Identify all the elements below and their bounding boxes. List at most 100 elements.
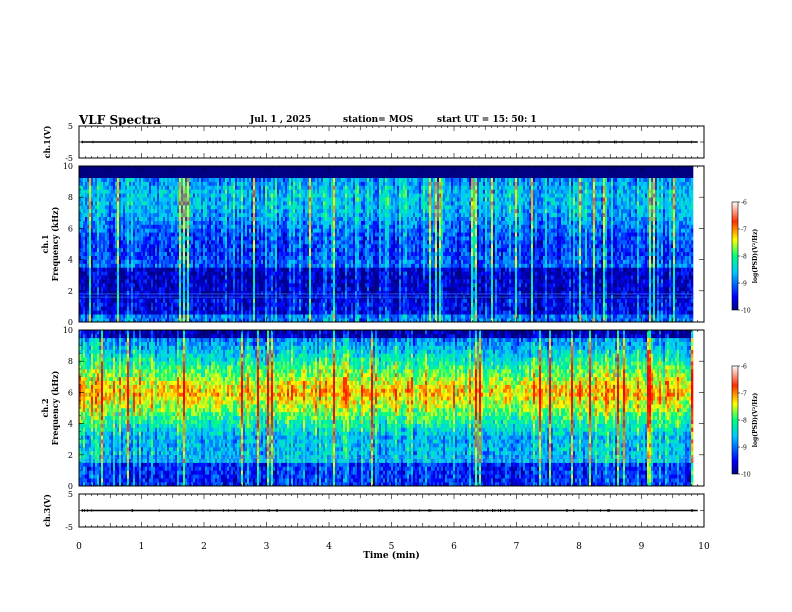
spectrogram-cell — [183, 318, 186, 323]
spectrogram-cell — [215, 177, 218, 182]
spectrogram-cell — [119, 166, 122, 171]
spectrogram-cell — [193, 251, 196, 256]
spectrogram-cell — [153, 263, 156, 268]
spectrogram-cell — [199, 236, 202, 241]
spectrogram-cell — [93, 310, 96, 315]
spectrogram-cell — [243, 185, 246, 190]
spectrogram-cell — [81, 247, 84, 253]
spectrogram-cell — [105, 290, 108, 295]
spectrogram-cell — [283, 236, 286, 241]
spectrogram-cell — [237, 279, 240, 284]
spectrogram-cell — [245, 271, 248, 276]
spectrogram-cell — [283, 220, 286, 225]
spectrogram-cell — [113, 236, 116, 241]
spectrogram-cell — [213, 302, 216, 307]
spectrogram-cell — [211, 197, 214, 202]
spectrogram-cell — [209, 220, 212, 225]
spectrogram-cell — [103, 286, 106, 292]
spectrogram-cell — [181, 232, 184, 237]
spectrogram-cell — [161, 173, 164, 178]
spectrogram-cell — [273, 283, 276, 288]
spectrogram-cell — [249, 240, 252, 245]
spectrogram-cell — [117, 263, 120, 268]
spectrogram-cell — [179, 279, 182, 284]
spectrogram-cell — [105, 224, 108, 229]
spectrogram-cell — [177, 177, 180, 182]
spectrogram-cell — [159, 259, 162, 264]
spectrogram-cell — [283, 290, 286, 295]
spectrogram-cell — [191, 271, 194, 276]
spectrogram-cell — [221, 244, 224, 249]
spectrogram-cell — [185, 205, 188, 210]
spectrogram-cell — [99, 244, 102, 249]
spectrogram-cell — [93, 275, 96, 280]
spectrogram-cell — [297, 177, 300, 182]
spectrogram-cell — [135, 263, 138, 268]
spectrogram-cell — [253, 177, 256, 182]
spectrogram-cell — [113, 244, 116, 249]
spectrogram-cell — [173, 240, 176, 245]
spectrogram-cell — [103, 244, 106, 249]
spectrogram-cell — [265, 216, 268, 221]
spectrogram-cell — [227, 169, 230, 175]
spectrogram-cell — [153, 302, 156, 307]
spectrogram-cell — [169, 189, 172, 194]
spectrogram-cell — [173, 166, 176, 171]
spectrogram-cell — [231, 228, 234, 233]
spectrogram-cell — [83, 298, 86, 303]
spectrogram-cell — [269, 259, 272, 264]
spectrogram-cell — [209, 279, 212, 284]
spectrogram-cell — [115, 271, 118, 276]
spectrogram-cell — [165, 189, 168, 194]
spectrogram-cell — [135, 255, 138, 260]
spectrogram-cell — [197, 263, 200, 268]
spectrogram-cell — [155, 255, 158, 260]
spectrogram-cell — [91, 251, 94, 256]
spectrogram-cell — [191, 259, 194, 264]
spectrogram-cell — [221, 286, 224, 292]
spectrogram-cell — [109, 208, 112, 214]
spectrogram-cell — [247, 286, 250, 292]
spectrogram-cell — [201, 255, 204, 260]
spectrogram-cell — [239, 197, 242, 202]
spectrogram-cell — [233, 236, 236, 241]
spectrogram-cell — [203, 306, 206, 311]
spectrogram-cell — [225, 232, 228, 237]
spectrogram-cell — [145, 205, 148, 210]
spectrogram-cell — [245, 298, 248, 303]
spectrogram-cell — [213, 298, 216, 303]
spectrogram-cell — [223, 314, 226, 319]
spectrogram-cell — [235, 216, 238, 221]
spectrogram-cell — [155, 189, 158, 194]
spectrogram-cell — [293, 181, 296, 186]
spectrogram-cell — [183, 173, 186, 178]
spectrogram-cell — [133, 302, 136, 307]
spectrogram-cell — [271, 279, 274, 284]
spectrogram-cell — [217, 212, 220, 217]
spectrogram-cell — [83, 314, 86, 319]
spectrogram-cell — [161, 306, 164, 311]
spectrogram-cell — [155, 220, 158, 225]
spectrogram-cell — [113, 220, 116, 225]
spectrogram-cell — [149, 298, 152, 303]
spectrogram-cell — [137, 197, 140, 202]
spectrogram-cell — [167, 310, 170, 315]
spectrogram-cell — [171, 298, 174, 303]
spectrogram-cell — [245, 201, 248, 206]
spectrogram-cell — [163, 275, 166, 280]
spectrogram-cell — [163, 232, 166, 237]
spectrogram-cell — [97, 169, 100, 175]
spectrogram-cell — [257, 255, 260, 260]
spectrogram-cell — [111, 271, 114, 276]
spectrogram-cell — [105, 271, 108, 276]
spectrogram-cell — [213, 263, 216, 268]
spectrogram-cell — [241, 314, 244, 319]
spectrogram-cell — [205, 259, 208, 264]
spectrogram-cell — [165, 271, 168, 276]
spectrogram-cell — [121, 286, 124, 292]
spectrogram-cell — [231, 255, 234, 260]
spectrogram-cell — [237, 259, 240, 264]
spectrogram-cell — [157, 267, 160, 272]
spectrogram-cell — [191, 318, 194, 323]
spectrogram-cell — [241, 279, 244, 284]
